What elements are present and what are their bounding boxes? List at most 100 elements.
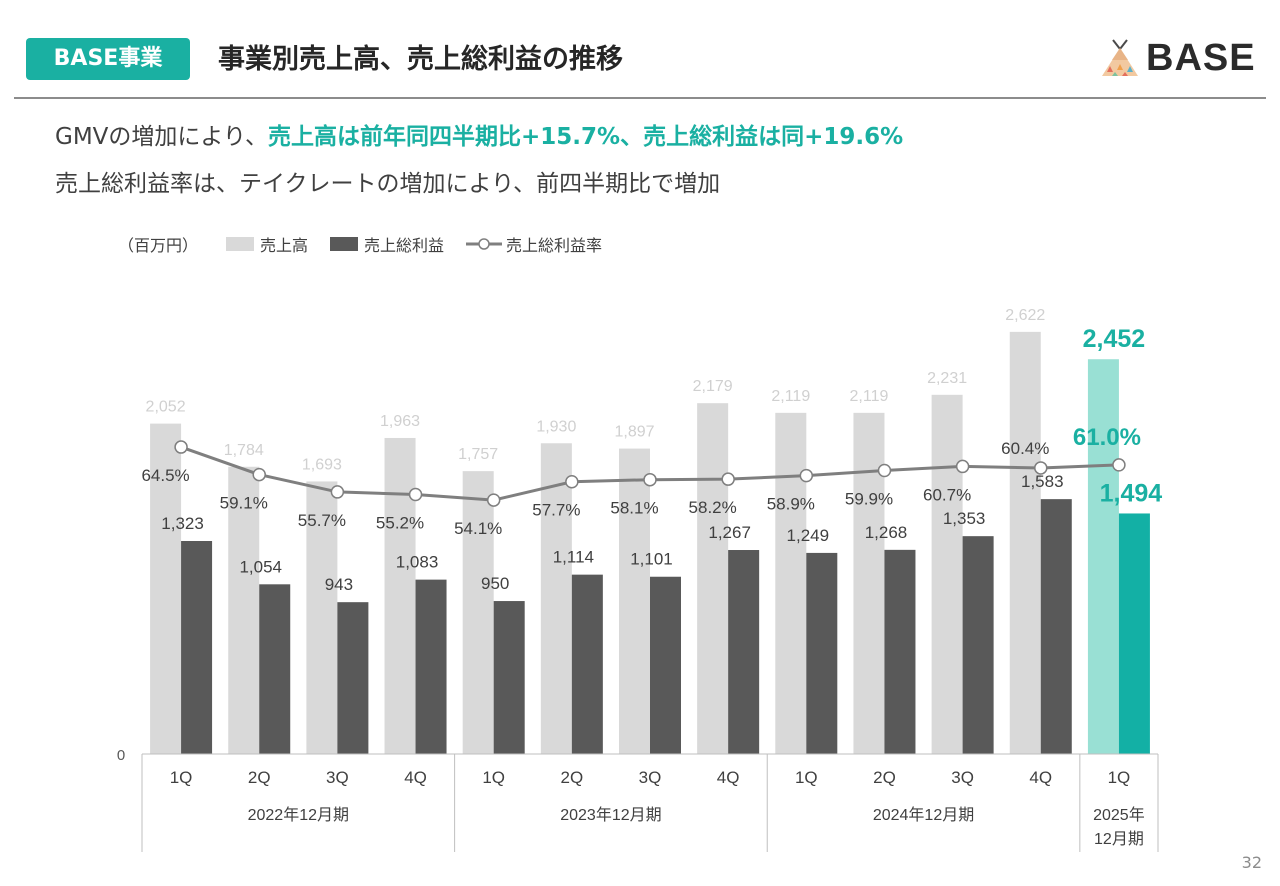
margin-point bbox=[1112, 458, 1126, 472]
sales-value-label: 1,757 bbox=[458, 446, 498, 463]
quarter-tick-label: 1Q bbox=[482, 768, 505, 787]
sales-value-label: 2,622 bbox=[1005, 307, 1045, 324]
legend-margin: 売上総利益率 bbox=[466, 232, 602, 256]
lead-line-1: GMVの増加により、売上高は前年同四半期比+15.7%、売上総利益は同+19.6… bbox=[55, 121, 903, 153]
lead-line-2: 売上総利益率は、テイクレートの増加により、前四半期比で増加 bbox=[55, 171, 721, 197]
quarter-tick-label: 1Q bbox=[1108, 768, 1131, 787]
sales-value-label: 2,231 bbox=[927, 370, 967, 387]
gross-profit-value-label: 1,494 bbox=[1100, 479, 1163, 507]
sales-bar bbox=[462, 471, 494, 754]
sales-bar bbox=[228, 466, 260, 754]
legend-sales-swatch bbox=[226, 237, 255, 251]
quarter-tick-label: 3Q bbox=[951, 768, 974, 787]
sales-value-label: 2,179 bbox=[693, 378, 733, 395]
gross-profit-value-label: 1,268 bbox=[865, 523, 908, 542]
margin-point bbox=[408, 487, 423, 502]
margin-point bbox=[955, 459, 970, 474]
gross-profit-bar bbox=[181, 540, 213, 754]
gross-profit-value-label: 1,054 bbox=[239, 557, 282, 576]
margin-point bbox=[252, 467, 266, 482]
margin-value-label: 58.9% bbox=[767, 495, 815, 514]
legend-margin-label: 売上総利益率 bbox=[506, 236, 603, 255]
sales-bar bbox=[853, 412, 885, 754]
gross-profit-value-label: 1,267 bbox=[708, 523, 751, 542]
gross-profit-value-label: 943 bbox=[325, 575, 353, 594]
gross-profit-bar bbox=[493, 601, 525, 754]
legend-gross-profit-label: 売上総利益 bbox=[364, 236, 445, 255]
sales-value-label: 1,693 bbox=[302, 456, 342, 473]
gross-profit-bar bbox=[962, 536, 994, 754]
lead-line-1-prefix: GMVの増加により、 bbox=[55, 124, 269, 150]
gross-profit-bar bbox=[650, 576, 681, 754]
fiscal-year-label: 2025年 bbox=[1093, 806, 1145, 824]
quarter-tick-label: 2Q bbox=[248, 768, 271, 787]
margin-point bbox=[565, 474, 579, 489]
margin-value-label: 58.2% bbox=[689, 498, 737, 517]
gross-profit-value-label: 1,353 bbox=[943, 509, 986, 528]
sales-bar bbox=[697, 403, 729, 754]
base-logo: BASE bbox=[1098, 36, 1258, 80]
legend-sales: 売上高 bbox=[226, 232, 308, 256]
logo-wordmark: BASE bbox=[1146, 37, 1256, 79]
sales-value-label: 2,052 bbox=[146, 399, 186, 416]
margin-value-label: 55.7% bbox=[298, 511, 346, 530]
margin-value-label: 61.0% bbox=[1073, 424, 1141, 451]
y-axis-zero-label: 0 bbox=[117, 747, 125, 764]
fiscal-year-label: 12月期 bbox=[1094, 830, 1144, 848]
page-title: 事業別売上高、売上総利益の推移 bbox=[218, 44, 623, 75]
margin-point bbox=[643, 472, 657, 487]
sales-value-label: 1,784 bbox=[224, 442, 264, 459]
gross-profit-bar bbox=[884, 549, 916, 754]
margin-point bbox=[330, 485, 345, 499]
legend-sales-label: 売上高 bbox=[260, 236, 309, 255]
quarter-tick-label: 2Q bbox=[873, 768, 896, 787]
quarter-tick-label: 2Q bbox=[561, 768, 584, 787]
fiscal-year-label: 2024年12月期 bbox=[873, 806, 974, 824]
segment-badge: BASE事業 bbox=[26, 38, 190, 80]
margin-value-label: 57.7% bbox=[532, 501, 580, 520]
tent-logo-icon bbox=[1102, 39, 1138, 76]
margin-point bbox=[486, 493, 501, 507]
sales-bar bbox=[775, 412, 807, 754]
gross-profit-bar bbox=[259, 584, 291, 754]
margin-point bbox=[174, 440, 188, 454]
margin-value-label: 60.7% bbox=[923, 485, 971, 504]
sales-bar bbox=[619, 448, 650, 754]
page-number: 32 bbox=[1241, 853, 1262, 872]
sales-bar bbox=[540, 443, 572, 754]
margin-value-label: 54.1% bbox=[454, 519, 502, 538]
quarter-tick-label: 1Q bbox=[170, 768, 193, 787]
gross-profit-bar bbox=[1040, 499, 1072, 754]
gross-profit-bar bbox=[337, 602, 369, 754]
chart-legend: （百万円） 売上高 売上総利益 売上総利益率 bbox=[118, 232, 624, 256]
sales-value-label: 2,119 bbox=[771, 388, 810, 405]
gross-profit-value-label: 1,114 bbox=[553, 548, 594, 567]
sales-bar bbox=[931, 394, 963, 754]
margin-value-label: 58.1% bbox=[610, 499, 658, 518]
margin-point bbox=[799, 468, 814, 483]
quarter-tick-label: 4Q bbox=[1029, 768, 1052, 787]
margin-value-label: 59.9% bbox=[845, 490, 893, 509]
quarter-tick-label: 4Q bbox=[404, 768, 427, 787]
sales-bar bbox=[384, 437, 416, 754]
gross-profit-value-label: 1,323 bbox=[161, 514, 204, 533]
quarter-tick-label: 3Q bbox=[326, 768, 349, 787]
gross-profit-value-label: 1,101 bbox=[630, 550, 673, 569]
sales-bar bbox=[306, 481, 338, 754]
margin-point bbox=[1034, 461, 1048, 475]
margin-point bbox=[721, 472, 735, 486]
gross-profit-value-label: 1,249 bbox=[787, 526, 830, 545]
quarter-tick-label: 1Q bbox=[795, 768, 818, 787]
sales-value-label: 1,930 bbox=[536, 418, 576, 435]
sales-value-label: 1,897 bbox=[614, 424, 654, 441]
gross-profit-bar bbox=[571, 574, 603, 754]
legend-gross-profit-swatch bbox=[330, 237, 359, 251]
gross-profit-value-label: 1,583 bbox=[1021, 472, 1064, 491]
margin-value-label: 60.4% bbox=[1001, 439, 1049, 458]
margin-value-label: 64.5% bbox=[141, 466, 189, 485]
sales-bar bbox=[1087, 359, 1119, 754]
gross-profit-bar bbox=[806, 552, 838, 754]
gross-profit-bar bbox=[1118, 513, 1150, 754]
margin-value-label: 55.2% bbox=[376, 513, 424, 532]
gross-profit-bar bbox=[728, 550, 760, 754]
